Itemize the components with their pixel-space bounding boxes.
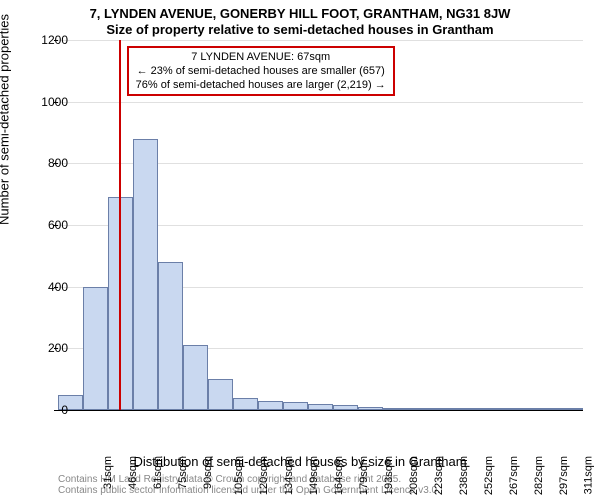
x-tick-label: 61sqm	[152, 456, 164, 489]
y-axis-label: Number of semi-detached properties	[0, 14, 12, 225]
y-tick-label: 1000	[28, 95, 68, 109]
x-tick-label: 311sqm	[582, 456, 594, 494]
plot-area: 7 LYNDEN AVENUE: 67sqm← 23% of semi-deta…	[58, 40, 583, 410]
histogram-bar	[408, 408, 433, 410]
histogram-bar	[558, 408, 583, 410]
x-tick-label: 149sqm	[308, 456, 320, 495]
x-tick-label: 46sqm	[127, 456, 139, 489]
x-tick-label: 297sqm	[558, 456, 570, 495]
y-tick-mark	[54, 410, 58, 411]
histogram-bar	[308, 404, 333, 410]
y-tick-mark	[54, 287, 58, 288]
histogram-bar	[533, 408, 558, 410]
histogram-bar	[258, 401, 283, 410]
x-tick-label: 179sqm	[358, 456, 370, 495]
histogram-bar	[483, 408, 508, 410]
histogram-bar	[508, 408, 533, 410]
x-tick-label: 282sqm	[533, 456, 545, 495]
gridline	[58, 102, 583, 103]
annotation-line3: 76% of semi-detached houses are larger (…	[133, 78, 389, 92]
y-tick-label: 800	[28, 156, 68, 170]
x-tick-label: 75sqm	[177, 456, 189, 489]
x-tick-label: 193sqm	[383, 456, 395, 495]
histogram-bar	[83, 287, 108, 410]
histogram-bar	[158, 262, 183, 410]
y-tick-mark	[54, 348, 58, 349]
y-tick-mark	[54, 102, 58, 103]
histogram-bar	[458, 408, 483, 410]
y-tick-label: 600	[28, 218, 68, 232]
x-tick-label: 164sqm	[333, 456, 345, 495]
x-tick-label: 223sqm	[433, 456, 445, 495]
chart-title-line2: Size of property relative to semi-detach…	[0, 22, 600, 37]
y-tick-mark	[54, 163, 58, 164]
histogram-bar	[333, 405, 358, 410]
histogram-bar	[208, 379, 233, 410]
annotation-box: 7 LYNDEN AVENUE: 67sqm← 23% of semi-deta…	[127, 46, 395, 96]
y-tick-label: 1200	[28, 33, 68, 47]
y-tick-mark	[54, 225, 58, 226]
y-tick-label: 400	[28, 280, 68, 294]
chart-title-line1: 7, LYNDEN AVENUE, GONERBY HILL FOOT, GRA…	[0, 6, 600, 21]
y-tick-label: 200	[28, 341, 68, 355]
histogram-bar	[383, 408, 408, 410]
x-tick-label: 31sqm	[102, 456, 114, 489]
annotation-line1: 7 LYNDEN AVENUE: 67sqm	[133, 50, 389, 64]
x-tick-label: 105sqm	[233, 456, 245, 495]
y-tick-label: 0	[28, 403, 68, 417]
x-tick-label: 90sqm	[202, 456, 214, 489]
gridline	[58, 40, 583, 41]
histogram-bar	[233, 398, 258, 410]
annotation-line2: ← 23% of semi-detached houses are smalle…	[133, 64, 389, 78]
histogram-bar	[133, 139, 158, 410]
x-tick-label: 238sqm	[458, 456, 470, 495]
x-tick-label: 208sqm	[408, 456, 420, 495]
histogram-bar	[433, 408, 458, 410]
histogram-bar	[183, 345, 208, 410]
x-tick-label: 252sqm	[483, 456, 495, 495]
histogram-bar	[283, 402, 308, 410]
x-tick-label: 267sqm	[508, 456, 520, 495]
marker-line	[119, 40, 121, 410]
histogram-bar	[358, 407, 383, 410]
x-tick-label: 120sqm	[258, 456, 270, 495]
x-tick-label: 134sqm	[283, 456, 295, 495]
y-tick-mark	[54, 40, 58, 41]
